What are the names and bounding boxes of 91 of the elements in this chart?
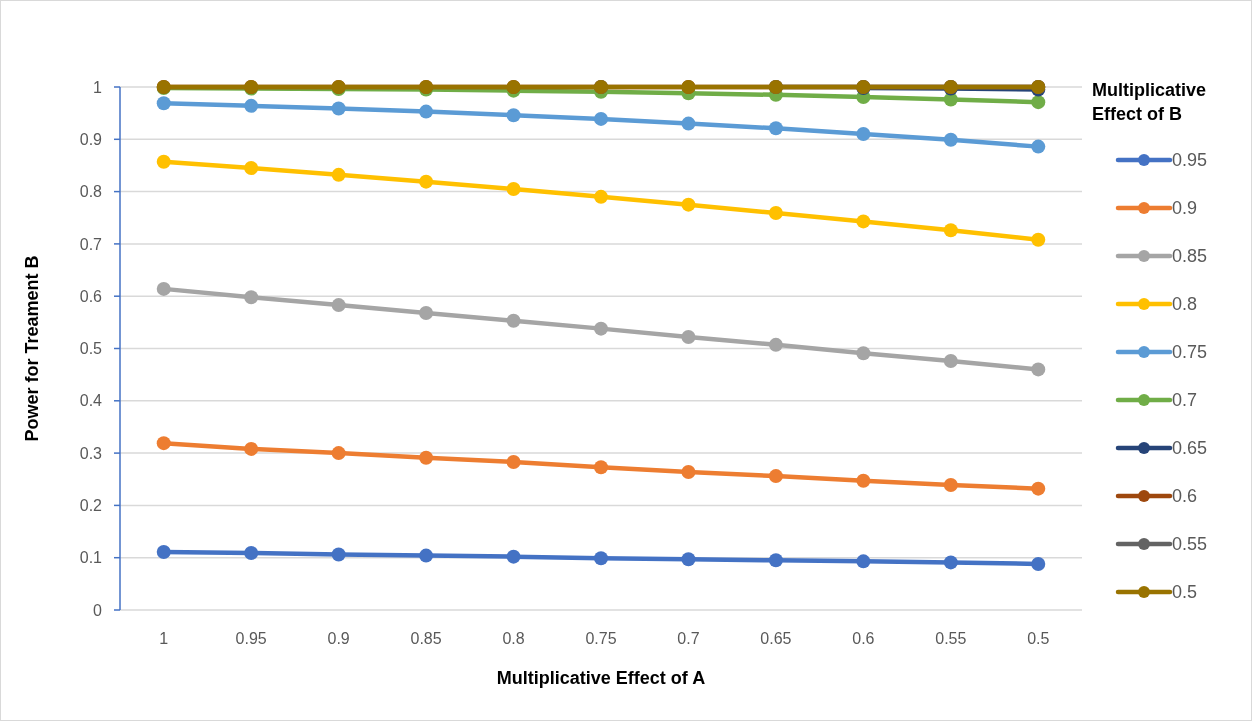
legend-label: 0.85 xyxy=(1172,246,1208,267)
legend-title: Multiplicative Effect of B xyxy=(1092,80,1207,124)
x-tick-label: 0.7 xyxy=(677,630,700,647)
legend-label: 0.6 xyxy=(1172,486,1198,507)
point xyxy=(156,96,171,111)
point xyxy=(331,547,346,562)
x-tick-label: 0.55 xyxy=(935,630,967,647)
x-tick-label: 0.9 xyxy=(327,630,350,647)
point xyxy=(681,552,696,567)
point xyxy=(594,321,608,336)
point xyxy=(1031,232,1046,247)
y-tick-label: 0 xyxy=(93,601,103,619)
x-tick-label: 0.75 xyxy=(585,630,617,647)
point xyxy=(244,290,259,305)
point xyxy=(156,154,171,169)
y-tick-label: 0.7 xyxy=(79,235,103,253)
point xyxy=(681,464,696,479)
y-axis-title: Power for Treament B xyxy=(22,255,42,442)
point xyxy=(1031,95,1046,110)
point xyxy=(506,313,521,328)
point xyxy=(1031,139,1046,154)
y-tick-label: 0.1 xyxy=(79,549,103,567)
legend-label: 0.5 xyxy=(1172,582,1198,603)
point xyxy=(594,551,608,566)
point xyxy=(681,116,696,131)
point xyxy=(244,545,259,560)
point xyxy=(943,354,958,369)
point xyxy=(331,101,346,116)
legend-label: 0.7 xyxy=(1172,390,1198,411)
point xyxy=(419,548,434,563)
legend-label: 0.75 xyxy=(1172,342,1208,363)
x-tick-label: 0.5 xyxy=(1027,630,1050,647)
x-axis-title: Multiplicative Effect of A xyxy=(496,668,706,688)
legend-label: 0.65 xyxy=(1172,438,1208,459)
point xyxy=(768,553,783,568)
point xyxy=(419,174,434,189)
point xyxy=(419,450,434,465)
x-tick-label: 0.85 xyxy=(410,630,442,647)
point xyxy=(1031,481,1046,496)
x-tick-label: 0.8 xyxy=(502,630,525,647)
point xyxy=(768,206,783,221)
legend-label: 0.95 xyxy=(1172,150,1208,171)
legend-label: 0.8 xyxy=(1172,294,1198,315)
y-tick-label: 0.6 xyxy=(79,287,103,305)
y-tick-label: 0.9 xyxy=(79,130,103,148)
point xyxy=(594,460,608,475)
point xyxy=(856,127,871,142)
point xyxy=(1031,556,1046,571)
point xyxy=(681,329,696,344)
y-tick-label: 0.4 xyxy=(79,392,103,410)
x-tick-label: 0.65 xyxy=(760,630,792,647)
point xyxy=(156,436,171,451)
point xyxy=(156,544,171,559)
point xyxy=(506,108,521,123)
point xyxy=(594,189,608,204)
point xyxy=(331,298,346,313)
point xyxy=(506,549,521,564)
point xyxy=(768,337,783,352)
point xyxy=(681,197,696,212)
point xyxy=(768,121,783,136)
point xyxy=(419,305,434,320)
x-tick-label: 0.95 xyxy=(235,630,267,647)
x-tick-label: 0.6 xyxy=(852,630,875,647)
x-tick-label: 1 xyxy=(159,630,169,647)
legend-label: 0.9 xyxy=(1172,198,1198,219)
point xyxy=(856,473,871,488)
point xyxy=(856,346,871,361)
point xyxy=(856,554,871,569)
point xyxy=(331,446,346,461)
point xyxy=(856,214,871,229)
point xyxy=(506,181,521,196)
legend-label: 0.55 xyxy=(1172,534,1208,555)
point xyxy=(594,111,608,126)
y-tick-label: 0.2 xyxy=(79,497,103,514)
y-tick-label: 0.8 xyxy=(79,183,103,201)
point xyxy=(244,161,259,176)
point xyxy=(1031,362,1046,377)
point xyxy=(331,167,346,182)
point xyxy=(943,132,958,147)
y-tick-label: 0.3 xyxy=(79,444,103,462)
y-tick-label: 1 xyxy=(93,78,103,96)
point xyxy=(943,478,958,492)
point xyxy=(943,223,958,238)
y-tick-label: 0.5 xyxy=(79,340,103,358)
point xyxy=(768,469,783,484)
point xyxy=(156,281,171,296)
point xyxy=(244,98,259,113)
point xyxy=(943,555,958,570)
point xyxy=(419,104,434,119)
point xyxy=(506,454,521,469)
point xyxy=(244,441,259,456)
